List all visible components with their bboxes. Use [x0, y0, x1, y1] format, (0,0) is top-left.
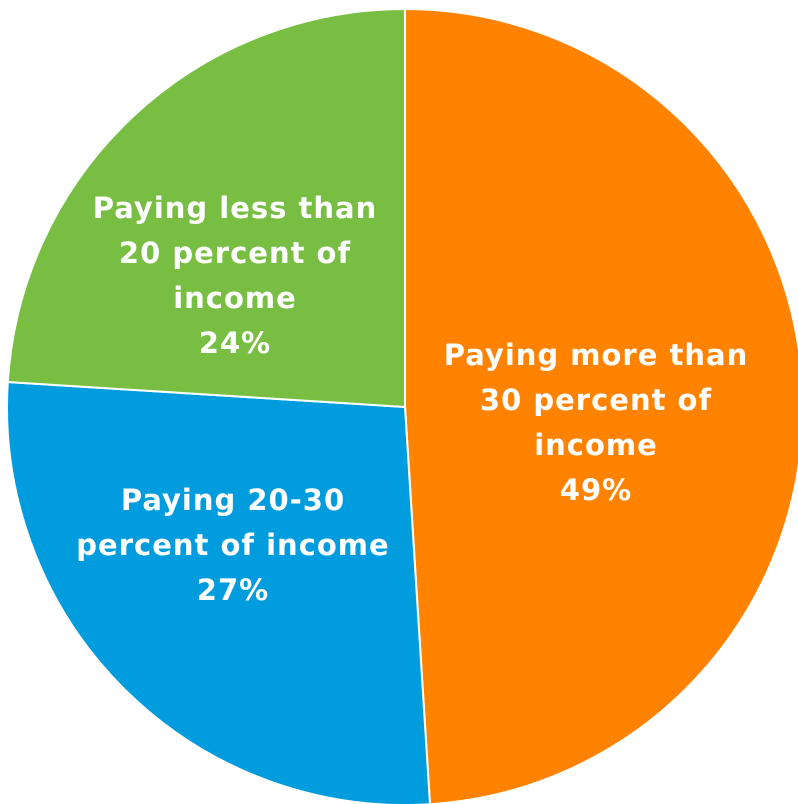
pie-slices [6, 7, 798, 804]
slice-label-line: 30 percent of [480, 383, 712, 417]
pie-slice-1 [6, 380, 431, 804]
slice-label-line: Paying 20-30 [121, 483, 345, 517]
slice-label-line: Paying less than [93, 191, 377, 225]
slice-label-line: 20 percent of [119, 236, 351, 270]
pie-slice-2 [6, 7, 406, 409]
slice-value-label: 27% [197, 573, 269, 607]
slice-label-2: Paying less than 20 percent of income 24% [93, 191, 377, 360]
slice-label-line: Paying more than [444, 338, 748, 372]
slice-value-label: 49% [560, 473, 632, 507]
slice-label-line: income [173, 281, 297, 315]
slice-label-1: Paying 20-30 percent of income 27% [76, 483, 389, 607]
slice-label-line: percent of income [76, 528, 389, 562]
slice-value-label: 24% [199, 326, 271, 360]
slice-label-0: Paying more than 30 percent of income 49% [444, 338, 748, 507]
slice-label-line: income [534, 428, 658, 462]
pie-labels: Paying more than 30 percent of income 49%Pa… [76, 191, 748, 607]
pie-slice-0 [404, 7, 798, 804]
